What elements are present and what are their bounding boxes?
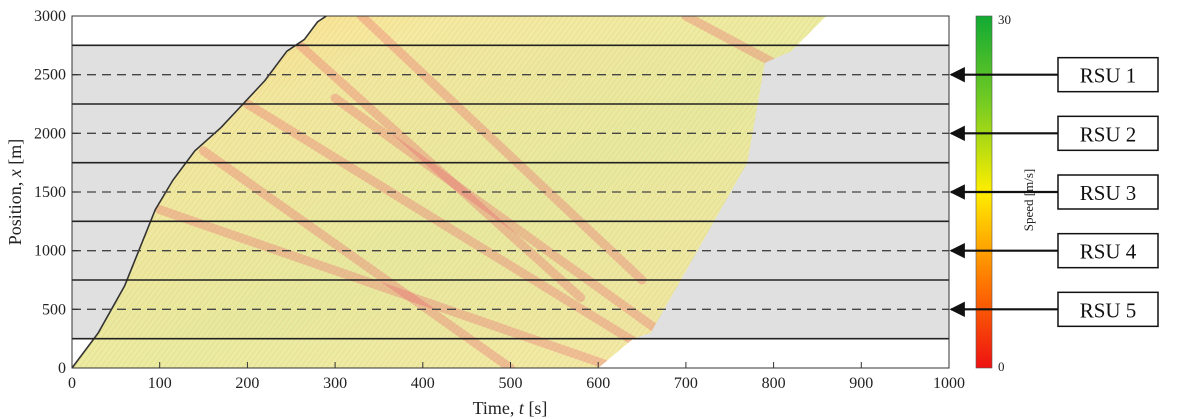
- rsu-label: RSU 4: [1080, 240, 1137, 264]
- x-tick-label: 700: [674, 375, 698, 392]
- y-tick-label: 1500: [34, 184, 66, 201]
- x-tick-label: 900: [849, 375, 873, 392]
- y-tick-label: 2500: [34, 67, 66, 84]
- rsu-box: [1057, 115, 1159, 152]
- rsu-box: [1057, 174, 1159, 210]
- colorbar-max-label: 30: [998, 12, 1011, 27]
- first-vehicle-trajectory: [72, 16, 327, 368]
- y-axis-ticks: 0 500 1000 1500 2000 2500 3000: [34, 8, 78, 377]
- rsu-label: RSU 2: [1080, 122, 1137, 146]
- colorbar-min-label: 0: [998, 359, 1005, 374]
- congestion-wave: [295, 40, 586, 303]
- rsu-annotations: RSU 1 RSU 2 RSU 3 RSU 4 RSU 5: [949, 56, 1159, 328]
- y-tick-label: 2000: [34, 125, 66, 142]
- x-tick-label: 300: [323, 375, 347, 392]
- x-tick-label: 500: [499, 375, 523, 392]
- congestion-wave: [242, 99, 682, 368]
- y-axis-label: Position, x [m]: [5, 139, 25, 246]
- x-axis-label: Time, t [s]: [473, 398, 548, 418]
- congestion-wave: [199, 146, 515, 368]
- y-tick-label: 3000: [34, 8, 66, 25]
- rsu-box: [1057, 56, 1159, 93]
- rsu-box: [1057, 291, 1159, 328]
- colorbar-title: Speed [m/s]: [1021, 169, 1036, 231]
- x-axis-ticks: 0 100 200 300 400 500 600 700 800 900 1000: [68, 362, 965, 392]
- congestion-wave: [681, 16, 779, 68]
- zone-lines: [72, 44, 949, 340]
- y-tick-label: 1000: [34, 243, 66, 260]
- x-tick-label: 100: [148, 375, 172, 392]
- x-tick-label: 800: [762, 375, 786, 392]
- x-tick-label: 400: [411, 375, 435, 392]
- congestion-wave: [356, 16, 647, 285]
- congestion-wave: [330, 93, 691, 355]
- rsu-label: RSU 3: [1080, 181, 1137, 205]
- y-tick-label: 500: [42, 301, 66, 318]
- x-tick-label: 1000: [933, 375, 965, 392]
- x-tick-label: 200: [235, 375, 259, 392]
- rsu-label: RSU 1: [1080, 64, 1137, 88]
- x-tick-label: 600: [586, 375, 610, 392]
- congestion-wave: [155, 205, 621, 368]
- y-tick-label: 0: [58, 360, 66, 377]
- rsu-label: RSU 5: [1080, 298, 1137, 322]
- rsu-box: [1057, 232, 1159, 269]
- x-tick-label: 0: [68, 375, 76, 392]
